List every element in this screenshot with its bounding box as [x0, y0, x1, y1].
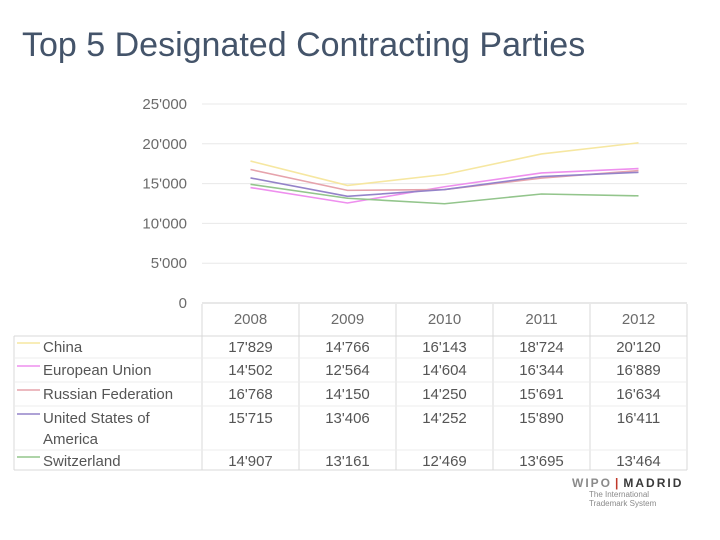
data-label: 13'695	[519, 453, 564, 470]
data-label: 14'604	[422, 362, 467, 379]
y-tick-label: 20'000	[142, 136, 187, 153]
logo-wipo-text: WIPO	[572, 476, 612, 490]
data-label: 14'502	[228, 362, 273, 379]
logo-subtitle-2: Trademark System	[589, 499, 657, 508]
y-tick-label: 0	[179, 295, 187, 312]
series-line	[250, 183, 639, 205]
wipo-madrid-logo: WIPO | MADRID The International Trademark …	[572, 476, 692, 508]
series-line	[250, 142, 639, 187]
y-tick-label: 15'000	[142, 176, 187, 193]
logo-subtitle-1: The International	[589, 490, 650, 499]
data-label: 13'464	[616, 453, 661, 470]
data-label: 20'120	[616, 339, 661, 356]
data-label: 14'907	[228, 453, 273, 470]
data-label: 16'634	[616, 386, 661, 403]
series-line	[250, 171, 639, 198]
legend-label: United States of	[43, 410, 151, 427]
data-label: 15'715	[228, 410, 273, 427]
legend-label: Switzerland	[43, 453, 121, 470]
logo-madrid-text: MADRID	[623, 476, 684, 490]
logo-separator: |	[615, 476, 621, 490]
y-tick-label: 5'000	[151, 255, 187, 272]
data-label: 15'890	[519, 410, 564, 427]
data-label: 12'564	[325, 362, 370, 379]
x-tick-label: 2011	[525, 311, 557, 328]
series-line	[250, 167, 639, 204]
y-tick-label: 10'000	[142, 215, 187, 232]
data-label: 18'724	[519, 339, 564, 356]
data-label: 16'768	[228, 386, 273, 403]
data-label: 14'150	[325, 386, 370, 403]
data-label: 13'406	[325, 410, 370, 427]
data-label: 13'161	[325, 453, 370, 470]
data-label: 16'889	[616, 362, 661, 379]
data-label: 16'143	[422, 339, 467, 356]
data-label: 16'411	[617, 410, 660, 427]
data-label: 12'469	[422, 453, 467, 470]
legend-label: European Union	[43, 362, 151, 379]
data-label: 15'691	[519, 386, 564, 403]
x-tick-label: 2009	[331, 311, 364, 328]
page-title: Top 5 Designated Contracting Parties	[22, 26, 586, 64]
legend-label: Russian Federation	[43, 386, 173, 403]
data-label: 17'829	[228, 339, 273, 356]
legend-label: America	[43, 431, 99, 448]
x-tick-label: 2012	[622, 311, 655, 328]
x-tick-label: 2008	[234, 311, 267, 328]
data-label: 14'250	[422, 386, 467, 403]
data-label: 16'344	[519, 362, 564, 379]
data-label: 14'252	[422, 410, 467, 427]
data-label: 14'766	[325, 339, 370, 356]
y-tick-label: 25'000	[142, 96, 187, 113]
legend-label: China	[43, 339, 83, 356]
x-tick-label: 2010	[428, 311, 461, 328]
